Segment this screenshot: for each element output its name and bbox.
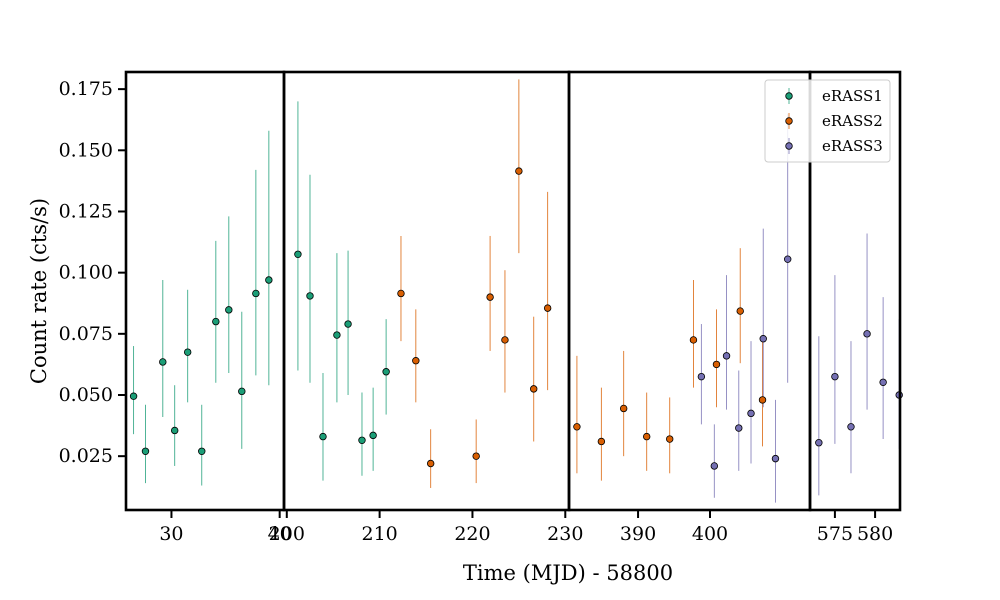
data-point-erass2-1 [412, 357, 420, 365]
data-point-erass1-17 [369, 431, 377, 440]
y-tick-label-5: 0.150 [59, 139, 113, 161]
legend-frame [764, 79, 891, 163]
data-point-erass1-6 [212, 317, 220, 326]
data-point-erass3-3 [735, 424, 743, 432]
x-tick-label-panel1-0: 30 [159, 523, 183, 545]
data-point-erass1-11 [294, 250, 302, 258]
data-point-erass1-16 [358, 436, 366, 444]
legend: eRASS1 eRASS2 eRASS3 [764, 79, 891, 163]
data-point-erass3-4 [747, 409, 755, 418]
y-tick-label-4: 0.125 [59, 200, 113, 222]
y-tick-label-1: 0.050 [59, 384, 113, 406]
panel-frame-2 [282, 70, 571, 512]
data-point-erass1-15 [344, 320, 352, 328]
data-point-erass2-15 [712, 360, 721, 369]
data-point-erass3-1 [710, 462, 719, 470]
data-point-erass1-9 [252, 289, 260, 298]
legend-label-erass1: eRASS1 [822, 87, 883, 105]
panel-frame-4 [808, 70, 902, 512]
data-markers [129, 167, 903, 470]
data-point-erass2-16 [736, 307, 744, 315]
data-point-erass1-1 [141, 447, 150, 455]
data-point-erass2-6 [515, 167, 523, 175]
legend-marker-erass2 [785, 117, 793, 125]
data-point-erass1-4 [183, 348, 192, 356]
data-point-erass3-0 [697, 372, 706, 381]
data-point-erass1-18 [382, 368, 390, 376]
data-point-erass3-5 [759, 335, 767, 343]
data-point-erass1-7 [225, 306, 233, 314]
legend-label-erass2: eRASS2 [822, 112, 883, 130]
x-tick-label-panel3-1: 400 [692, 523, 728, 545]
data-point-erass1-5 [198, 447, 206, 455]
data-point-erass2-0 [397, 289, 405, 298]
data-point-erass2-2 [426, 459, 435, 468]
data-point-erass3-12 [879, 378, 887, 386]
data-point-erass2-11 [619, 404, 628, 413]
y-tick-label-0: 0.025 [59, 445, 113, 467]
data-point-erass1-13 [319, 432, 327, 441]
data-point-erass2-4 [486, 293, 494, 301]
data-point-erass2-8 [543, 304, 552, 312]
data-point-erass2-12 [642, 432, 651, 441]
y-tick-label-2: 0.075 [59, 323, 113, 345]
x-tick-label-panel1-1: 40 [268, 523, 292, 545]
data-point-erass3-10 [847, 423, 855, 431]
x-tick-label-panel4-1: 580 [857, 523, 893, 545]
data-point-erass2-17 [758, 396, 767, 404]
data-point-erass2-13 [666, 435, 674, 443]
data-point-erass1-8 [238, 387, 246, 396]
data-point-erass3-8 [815, 439, 823, 447]
y-tick-label-6: 0.175 [59, 78, 113, 100]
data-point-erass3-2 [722, 352, 731, 360]
data-point-erass3-7 [783, 255, 792, 263]
data-point-erass3-11 [863, 330, 871, 338]
data-point-erass1-0 [129, 392, 138, 400]
data-point-erass2-5 [501, 336, 509, 344]
x-tick-label-panel2-2: 220 [454, 523, 490, 545]
data-point-erass2-9 [573, 423, 581, 431]
x-tick-label-panel2-1: 210 [361, 523, 397, 545]
x-tick-label-panel2-0: 200 [269, 523, 305, 545]
x-tick-label-panel4-0: 575 [817, 523, 853, 545]
data-point-erass2-3 [472, 452, 480, 460]
legend-marker-erass1 [785, 92, 793, 100]
data-point-erass2-10 [597, 437, 606, 446]
x-tick-label-panel3-0: 390 [620, 523, 656, 545]
x-tick-label-panel2-3: 230 [547, 523, 583, 545]
y-tick-label-3: 0.100 [59, 262, 113, 284]
x-axis-title: Time (MJD) - 58800 [463, 561, 673, 585]
panel-frame-1 [124, 70, 286, 512]
data-point-erass1-10 [265, 276, 273, 284]
legend-marker-erass3 [785, 142, 793, 150]
data-point-erass1-2 [159, 358, 167, 366]
data-point-erass1-12 [306, 292, 314, 300]
data-point-erass2-14 [689, 336, 698, 344]
legend-label-erass3: eRASS3 [822, 137, 883, 155]
data-point-erass2-7 [530, 385, 538, 393]
data-point-erass1-3 [170, 426, 179, 435]
data-point-erass3-9 [831, 372, 839, 381]
data-point-erass3-6 [771, 454, 780, 463]
data-point-erass1-14 [333, 331, 341, 339]
y-axis-title: Count rate (cts/s) [27, 198, 51, 384]
